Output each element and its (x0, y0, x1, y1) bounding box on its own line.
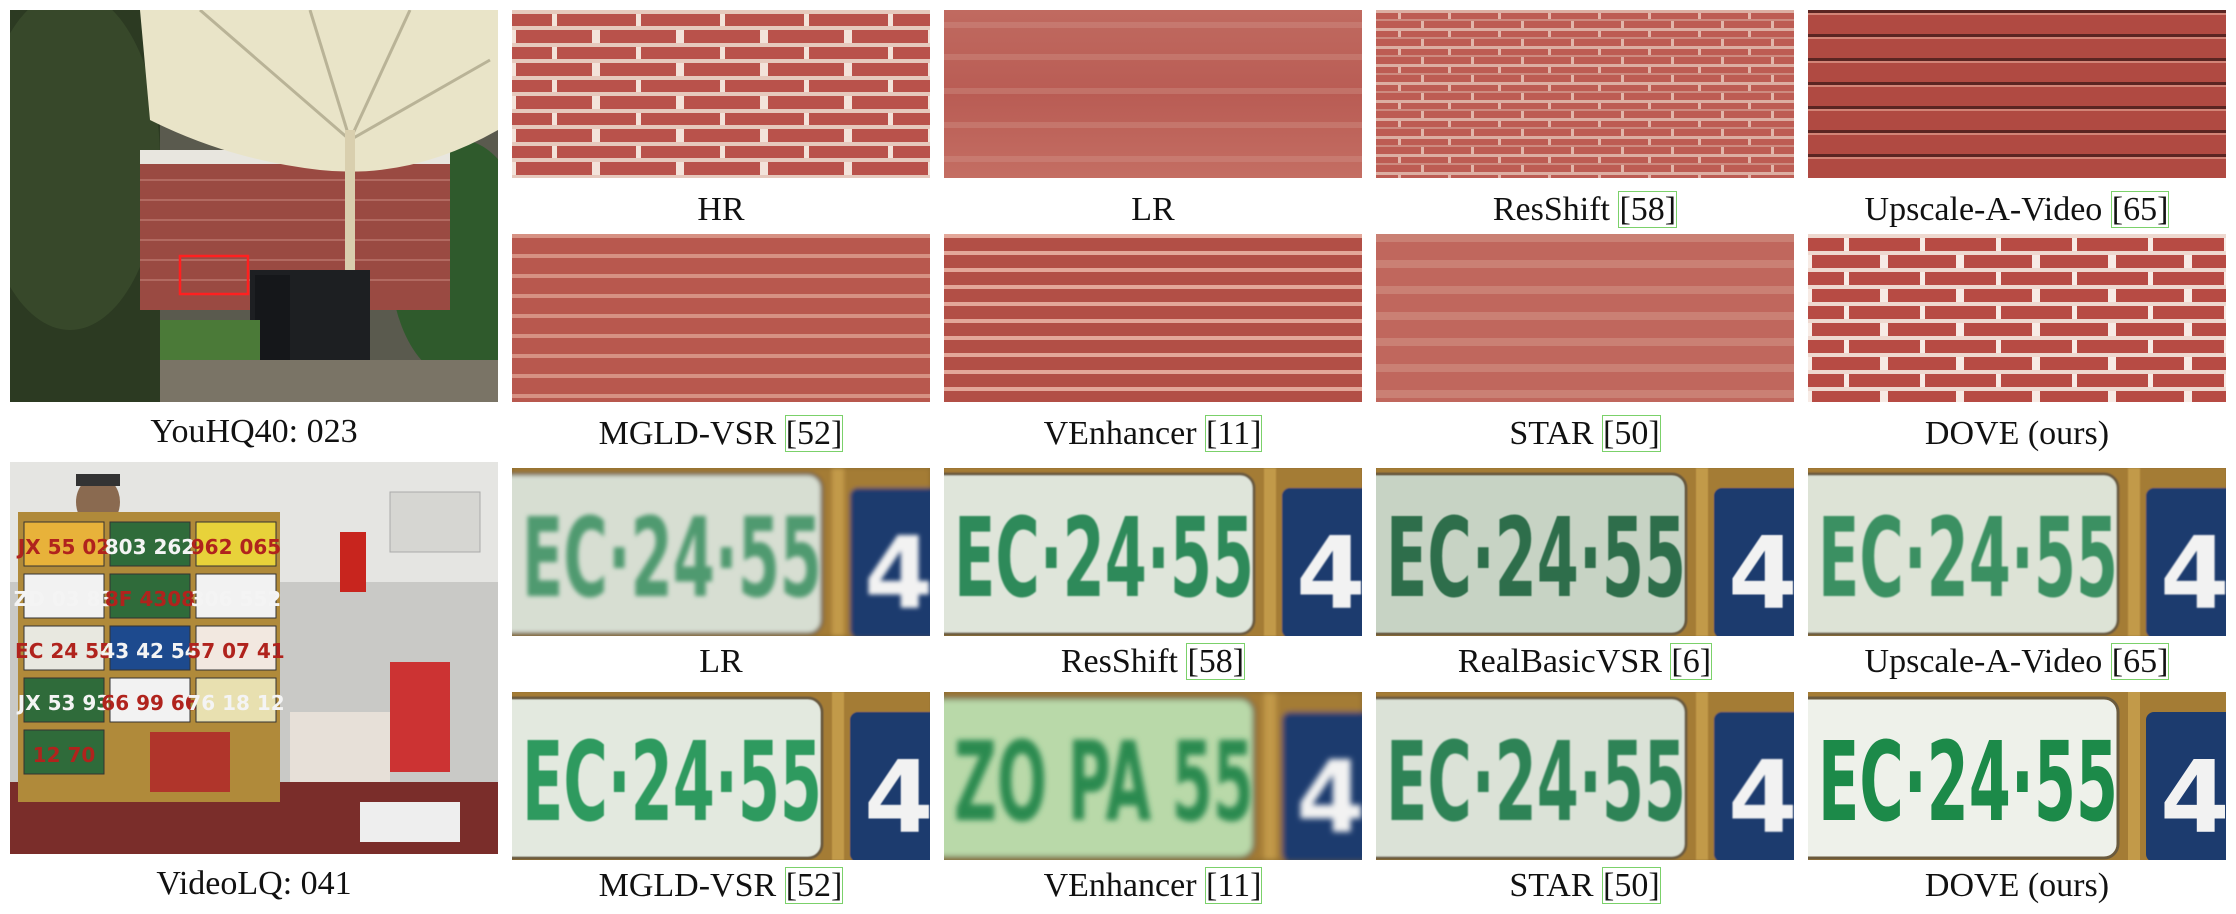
crop-resshift-plate: EC·24·55 4 (944, 468, 1362, 636)
scene-plate (23, 521, 105, 567)
scene-plate-text: 57 07 41 (187, 639, 284, 663)
plate-side-digit: 4 (1728, 739, 1794, 856)
citation-ref: [11] (1205, 415, 1263, 452)
plate-side-digit: 4 (1296, 515, 1362, 632)
scene-image-videolq: JX 55 02 803 262 962 065 ZD 03 83 8F 4308 306… (10, 462, 498, 854)
caption-venhancer: VEnhancer [11] (1043, 867, 1263, 904)
caption-upscale-a-video: Upscale-A-Video [65] (1864, 643, 2170, 680)
scene-plate (23, 729, 105, 775)
scene-plate-text: 8F 4308 (105, 587, 195, 611)
scene-plate (109, 521, 191, 567)
crop-mgld-vsr-plate: EC·24·55 4 (512, 692, 930, 860)
plate-number-text: EC·24·55 (1386, 718, 1686, 846)
scene-plate-text: 12 70 (33, 743, 96, 767)
caption-resshift: ResShift [58] (1060, 643, 1246, 680)
plate-number-text: EC·24·55 (522, 718, 822, 846)
scene-plate (195, 521, 277, 567)
crop-star (1376, 234, 1794, 402)
crop-mgld-vsr (512, 234, 930, 402)
citation-ref: [52] (784, 415, 844, 452)
crop-dove (1808, 234, 2226, 402)
caption-venhancer: VEnhancer [11] (1043, 415, 1263, 452)
caption-realbasicvsr: RealBasicVSR [6] (1457, 643, 1713, 680)
plate-side-digit: 4 (1296, 739, 1362, 856)
scene-plate (195, 573, 277, 619)
scene-plate-text: JX 53 93 (16, 691, 110, 715)
scene-plate (195, 677, 277, 723)
scene-plate (109, 677, 191, 723)
caption-lr: LR (1131, 191, 1175, 228)
crop-upscale-a-video-plate: EC·24·55 4 (1808, 468, 2226, 636)
scene-caption: YouHQ40: 023 (150, 413, 358, 450)
plate-side-digit: 4 (864, 515, 930, 632)
crop-resshift (1376, 10, 1794, 178)
caption-lr: LR (699, 643, 743, 680)
crop-venhancer-plate: ZO PA 55 4 (944, 692, 1362, 860)
scene-plate-text: EC 24 55 (15, 639, 113, 663)
scene-caption: VideoLQ: 041 (156, 865, 352, 902)
crop-upscale-a-video (1808, 10, 2226, 178)
scene-plate-text: 306 552 (191, 587, 281, 611)
caption-star: STAR [50] (1509, 867, 1661, 904)
scene-plate (109, 625, 191, 671)
scene-plate-text: 66 99 66 (101, 691, 198, 715)
scene-plate-text: JX 55 02 (16, 535, 110, 559)
scene-plate (23, 677, 105, 723)
scene-plate-text: 803 262 (105, 535, 195, 559)
crop-star-plate: EC·24·55 4 (1376, 692, 1794, 860)
plate-number-text: EC·24·55 (1818, 494, 2118, 622)
scene-plate (23, 573, 105, 619)
crop-dove-plate: EC·24·55 4 (1808, 692, 2226, 860)
citation-ref: [58] (1186, 643, 1246, 680)
caption-upscale-a-video: Upscale-A-Video [65] (1864, 191, 2170, 228)
caption-dove: DOVE (ours) (1924, 867, 2110, 904)
plate-number-text: EC·24·55 (954, 494, 1254, 622)
plate-number-text: EC·24·55 (1386, 494, 1686, 622)
scene-plate-text: ZD 03 83 (14, 587, 115, 611)
citation-ref: [50] (1602, 867, 1661, 904)
scene-plate-text: 76 18 12 (187, 691, 284, 715)
plate-side-digit: 4 (2160, 515, 2226, 632)
citation-ref: [65] (2110, 643, 2170, 680)
crop-lr (944, 10, 1362, 178)
scene-plate (195, 625, 277, 671)
plate-side-digit: 4 (864, 739, 930, 856)
highlight-box (178, 254, 250, 296)
caption-resshift: ResShift [58] (1492, 191, 1678, 228)
caption-mgld-vsr: MGLD-VSR [52] (598, 415, 844, 452)
citation-ref: [50] (1602, 415, 1661, 452)
citation-ref: [6] (1670, 643, 1713, 680)
caption-mgld-vsr: MGLD-VSR [52] (598, 867, 844, 904)
plate-number-text: ZO PA 55 (954, 718, 1254, 846)
scene-plate-text: 43 42 54 (101, 639, 198, 663)
citation-ref: [65] (2110, 191, 2170, 228)
crop-lr-plate: EC·24·55 4 (512, 468, 930, 636)
plate-side-digit: 4 (2160, 739, 2226, 856)
plate-side-digit: 4 (1728, 515, 1794, 632)
crop-venhancer (944, 234, 1362, 402)
caption-star: STAR [50] (1509, 415, 1661, 452)
scene-plate (23, 625, 105, 671)
citation-ref: [11] (1205, 867, 1263, 904)
scene-image-youhq40 (10, 10, 498, 402)
scene-plate-text: 962 065 (191, 535, 281, 559)
caption-hr: HR (697, 191, 745, 228)
crop-realbasicvsr-plate: EC·24·55 4 (1376, 468, 1794, 636)
plate-number-text: EC·24·55 (1818, 718, 2118, 846)
scene-plate (109, 573, 191, 619)
citation-ref: [58] (1618, 191, 1678, 228)
plate-number-text: EC·24·55 (522, 494, 822, 622)
caption-dove: DOVE (ours) (1924, 415, 2110, 452)
citation-ref: [52] (784, 867, 844, 904)
crop-hr (512, 10, 930, 178)
